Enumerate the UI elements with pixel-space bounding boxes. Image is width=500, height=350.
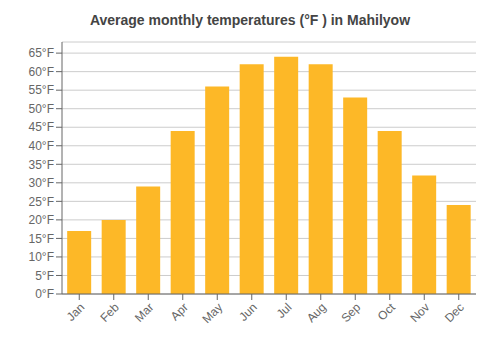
svg-text:Dec: Dec xyxy=(442,300,467,325)
svg-text:Feb: Feb xyxy=(97,300,122,325)
svg-text:10°F: 10°F xyxy=(29,250,54,264)
svg-text:Sep: Sep xyxy=(338,300,363,325)
svg-text:5°F: 5°F xyxy=(35,269,54,283)
svg-text:Jan: Jan xyxy=(64,300,88,324)
svg-text:15°F: 15°F xyxy=(29,232,54,246)
svg-text:45°F: 45°F xyxy=(29,120,54,134)
svg-text:25°F: 25°F xyxy=(29,195,54,209)
svg-text:Aug: Aug xyxy=(304,300,329,325)
svg-text:Apr: Apr xyxy=(168,300,191,323)
svg-text:0°F: 0°F xyxy=(35,287,54,301)
svg-text:Jul: Jul xyxy=(274,300,295,321)
svg-text:May: May xyxy=(199,300,225,326)
svg-text:60°F: 60°F xyxy=(29,65,54,79)
svg-text:30°F: 30°F xyxy=(29,176,54,190)
svg-text:Jun: Jun xyxy=(236,300,260,324)
html-text:Average monthly temperatures (: Average monthly temperatures (°F ) in Ma… xyxy=(89,12,411,28)
svg-text:20°F: 20°F xyxy=(29,213,54,227)
svg-text:35°F: 35°F xyxy=(29,158,54,172)
svg-text:Oct: Oct xyxy=(375,300,399,324)
svg-text:55°F: 55°F xyxy=(29,83,54,97)
svg-text:50°F: 50°F xyxy=(29,102,54,116)
svg-text:Mar: Mar xyxy=(132,300,157,325)
svg-text:Nov: Nov xyxy=(407,300,432,325)
svg-text:40°F: 40°F xyxy=(29,139,54,153)
svg-text:65°F: 65°F xyxy=(29,46,54,60)
